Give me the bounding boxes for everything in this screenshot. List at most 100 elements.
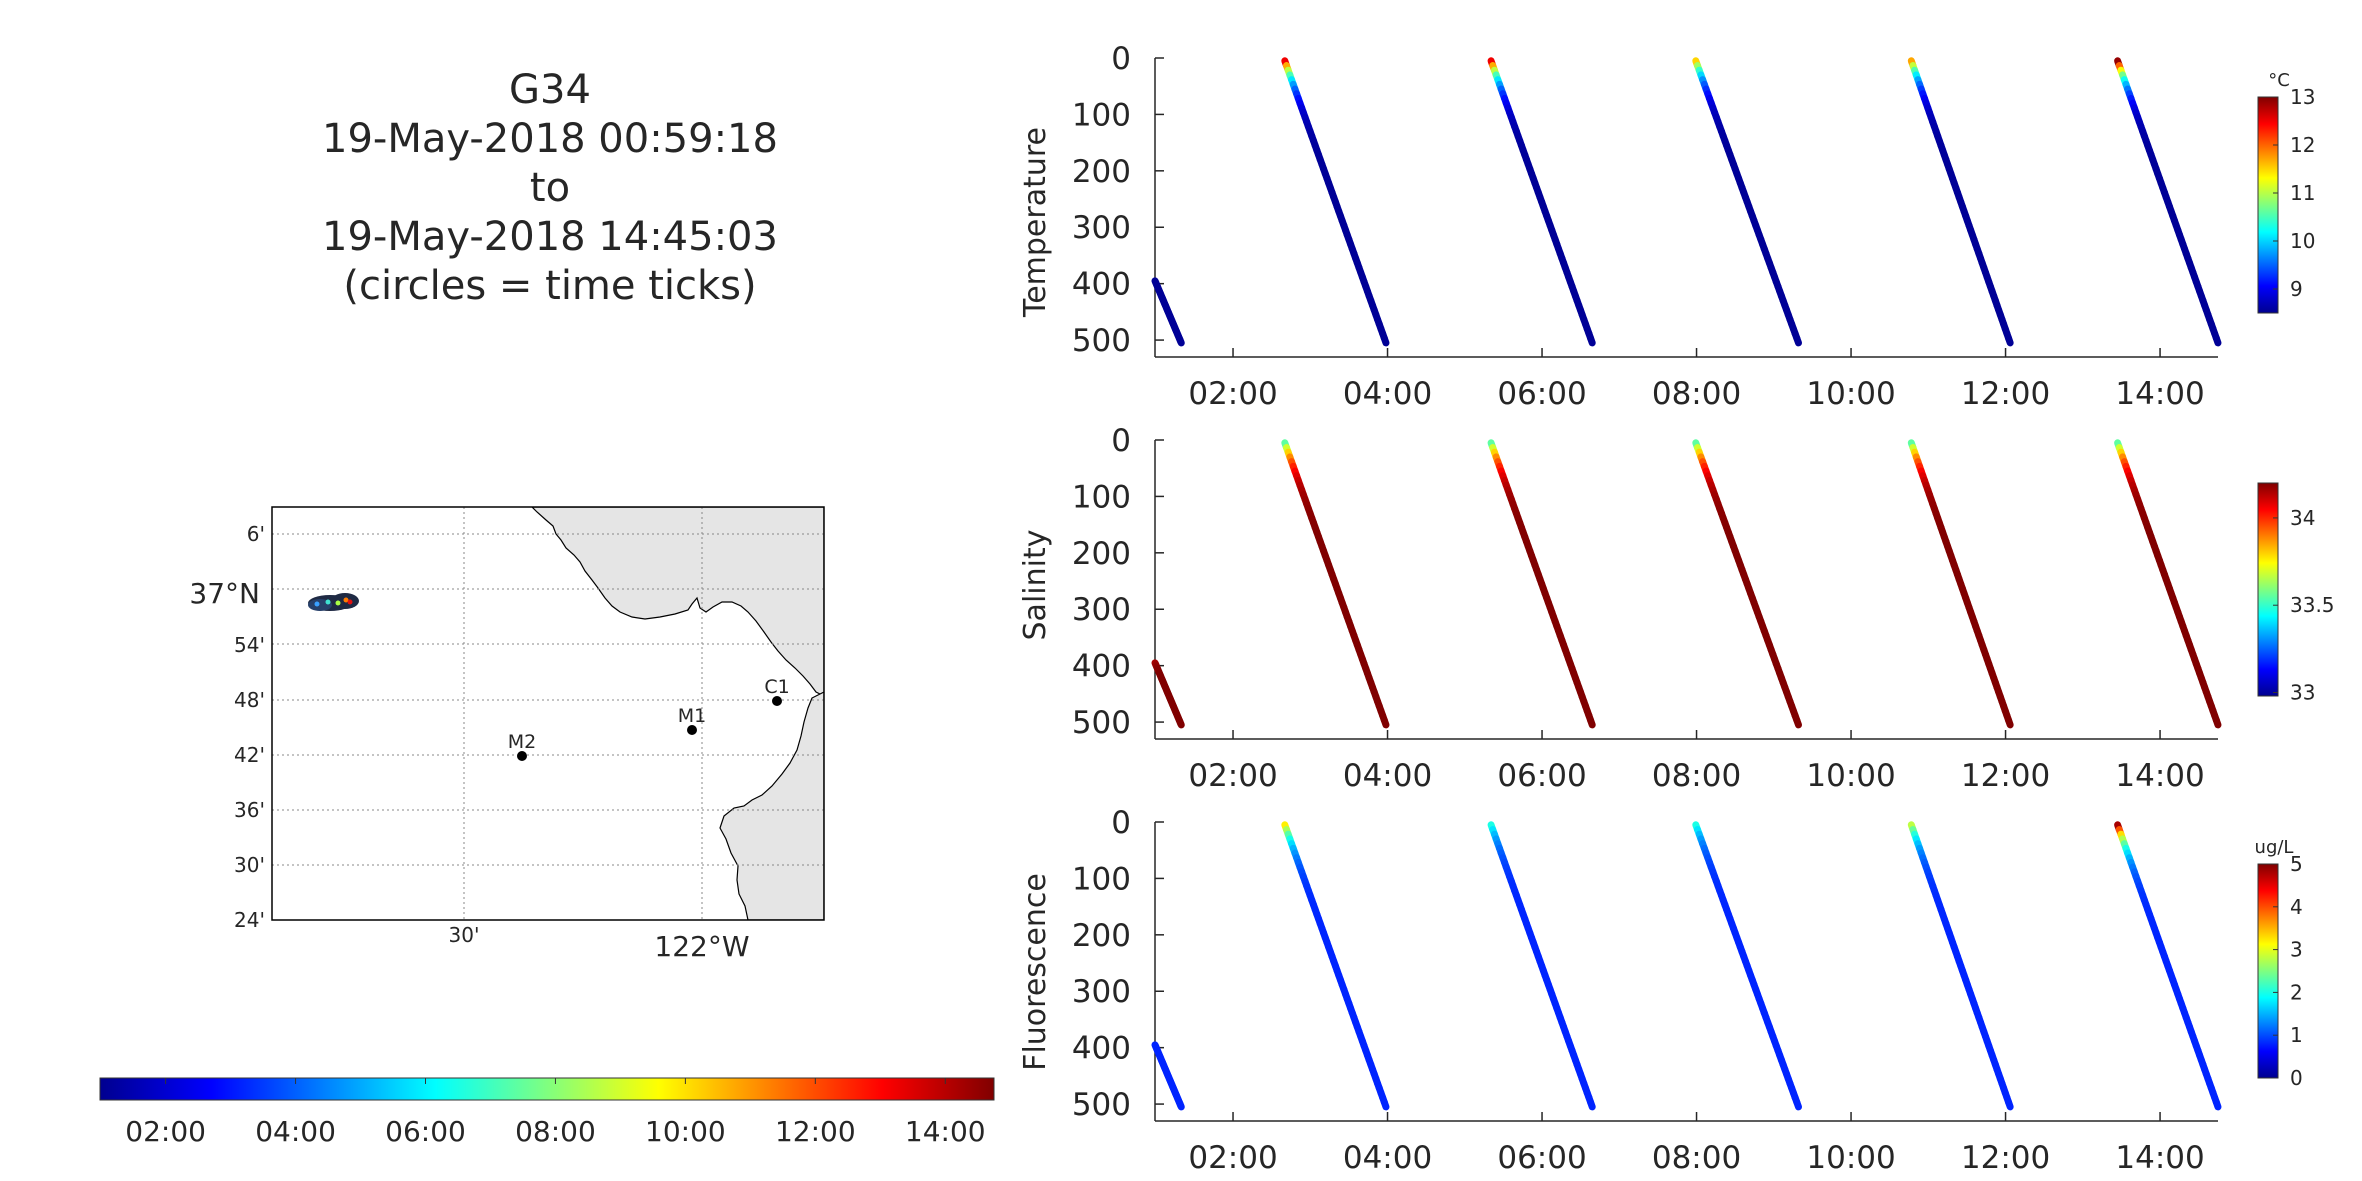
profile-segment bbox=[1380, 1098, 1390, 1111]
profile-segment bbox=[2005, 716, 2014, 729]
profile-segment bbox=[1587, 1098, 1596, 1111]
x-tick-label: 04:00 bbox=[1343, 1140, 1432, 1176]
glider-track bbox=[308, 593, 359, 611]
x-tick-label: 10:00 bbox=[1806, 376, 1895, 412]
salinity-ylabel: Salinity bbox=[1018, 530, 1053, 641]
profile-segment bbox=[1793, 716, 1803, 729]
map-lat-label: 42' bbox=[234, 743, 265, 767]
salinity-panel: Salinity 0 100 200 300 400 500 02:00 04:00 06:00… bbox=[1018, 423, 2335, 794]
profile-segment bbox=[2212, 716, 2222, 729]
profile-trace bbox=[1151, 1041, 1185, 1111]
station-label: M2 bbox=[508, 731, 536, 753]
x-tick-label: 14:00 bbox=[2115, 758, 2204, 794]
x-tick-label: 06:00 bbox=[1497, 758, 1586, 794]
profile-trace bbox=[2114, 821, 2222, 1111]
profile-trace bbox=[1907, 821, 2014, 1111]
colorbar-tick-label: 2 bbox=[2290, 980, 2303, 1004]
y-tick-label: 100 bbox=[1072, 861, 1131, 897]
time-colorbar-tick-label: 14:00 bbox=[905, 1115, 986, 1148]
x-tick-label: 10:00 bbox=[1806, 758, 1895, 794]
y-tick-label: 400 bbox=[1072, 1031, 1131, 1067]
colorbar-gradient bbox=[2257, 863, 2279, 1079]
fluorescence-panel: Fluorescence 0 100 200 300 400 500 02:00 04:00 0… bbox=[1018, 805, 2303, 1176]
map-panel: 6' 37°N 54' 48' 42' 36' 30' 24' 30' 122°… bbox=[189, 506, 825, 963]
x-tick-label: 06:00 bbox=[1497, 376, 1586, 412]
x-tick-label: 10:00 bbox=[1806, 1140, 1895, 1176]
y-tick-label: 300 bbox=[1072, 974, 1131, 1010]
time-colorbar-tick-label: 06:00 bbox=[385, 1115, 466, 1148]
profile-trace bbox=[1487, 821, 1596, 1111]
x-tick-label: 06:00 bbox=[1497, 1140, 1586, 1176]
x-tick-label: 12:00 bbox=[1961, 758, 2050, 794]
colorbar-tick-label: 0 bbox=[2290, 1066, 2303, 1090]
colorbar-tick-label: 9 bbox=[2290, 277, 2303, 301]
profile-segment bbox=[2212, 334, 2222, 347]
y-tick-label: 100 bbox=[1072, 97, 1131, 133]
x-tick-label: 08:00 bbox=[1652, 758, 1741, 794]
map-lat-label: 48' bbox=[234, 688, 265, 712]
y-tick-label: 200 bbox=[1072, 154, 1131, 190]
colorbar-tick-label: 5 bbox=[2290, 852, 2303, 876]
y-tick-label: 100 bbox=[1072, 479, 1131, 515]
profile-trace bbox=[1281, 439, 1390, 729]
profile-trace bbox=[1692, 439, 1803, 729]
y-tick-label: 400 bbox=[1072, 267, 1131, 303]
time-colorbar-tick-label: 02:00 bbox=[125, 1115, 206, 1148]
title-line: to bbox=[529, 165, 571, 211]
station-marker bbox=[517, 751, 527, 761]
colorbar-tick-label: 12 bbox=[2290, 133, 2315, 157]
profile-trace bbox=[1151, 277, 1185, 347]
map-lat-label: 37°N bbox=[189, 577, 260, 610]
colorbar-tick-label: 33.5 bbox=[2290, 593, 2335, 617]
profile-trace bbox=[2114, 439, 2222, 729]
title-line: 19-May-2018 14:45:03 bbox=[322, 214, 778, 260]
fluorescence-colorbar-unit: ug/L bbox=[2255, 837, 2294, 858]
profile-trace bbox=[1487, 439, 1596, 729]
y-tick-label: 300 bbox=[1072, 592, 1131, 628]
station-marker bbox=[687, 725, 697, 735]
map-lat-label: 30' bbox=[234, 853, 265, 877]
time-colorbar-tick-label: 12:00 bbox=[775, 1115, 856, 1148]
time-colorbar: 02:00 04:00 06:00 08:00 10:00 12:00 14:00 bbox=[99, 1077, 995, 1148]
map-lat-labels: 6' 37°N 54' 48' 42' 36' 30' 24' bbox=[189, 522, 265, 932]
temperature-ylabel: Temperature bbox=[1018, 127, 1053, 318]
profile-segment bbox=[2005, 334, 2014, 347]
profile-trace bbox=[1907, 439, 2014, 729]
title-line: G34 bbox=[509, 67, 591, 113]
colorbar-tick-label: 33 bbox=[2290, 681, 2315, 705]
station-marker bbox=[772, 696, 782, 706]
map-lat-label: 6' bbox=[247, 522, 265, 546]
map-lon-label: 30' bbox=[449, 923, 480, 947]
station-label: M1 bbox=[678, 705, 706, 727]
y-tick-label: 0 bbox=[1111, 41, 1131, 77]
colorbar-tick-label: 34 bbox=[2290, 506, 2315, 530]
map-stations: C1 M1 M2 bbox=[508, 676, 790, 761]
x-tick-label: 04:00 bbox=[1343, 376, 1432, 412]
title-line: (circles = time ticks) bbox=[343, 263, 757, 309]
profile-trace bbox=[2114, 57, 2222, 347]
station-label: C1 bbox=[764, 676, 789, 698]
profile-segment bbox=[2005, 1098, 2014, 1111]
temperature-panel: Temperature 0 100 200 300 400 500 02:00 04:00 06… bbox=[1018, 41, 2315, 412]
x-tick-label: 04:00 bbox=[1343, 758, 1432, 794]
map-lon-labels: 30' 122°W bbox=[449, 923, 750, 963]
temperature-colorbar-unit: °C bbox=[2268, 70, 2290, 91]
x-tick-label: 14:00 bbox=[2115, 1140, 2204, 1176]
x-tick-label: 02:00 bbox=[1188, 758, 1277, 794]
map-frame bbox=[271, 506, 825, 921]
profile-trace bbox=[1692, 57, 1803, 347]
profile-trace bbox=[1487, 57, 1596, 347]
profile-segment bbox=[1380, 334, 1390, 347]
profile-segment bbox=[1380, 716, 1390, 729]
map-lat-label: 36' bbox=[234, 798, 265, 822]
y-tick-label: 500 bbox=[1072, 705, 1131, 741]
profile-segment bbox=[1587, 716, 1596, 729]
y-tick-label: 400 bbox=[1072, 649, 1131, 685]
colorbar-gradient bbox=[2257, 482, 2279, 697]
title-line: 19-May-2018 00:59:18 bbox=[322, 116, 778, 162]
y-tick-label: 0 bbox=[1111, 805, 1131, 841]
x-tick-label: 08:00 bbox=[1652, 1140, 1741, 1176]
profile-trace bbox=[1151, 659, 1185, 729]
